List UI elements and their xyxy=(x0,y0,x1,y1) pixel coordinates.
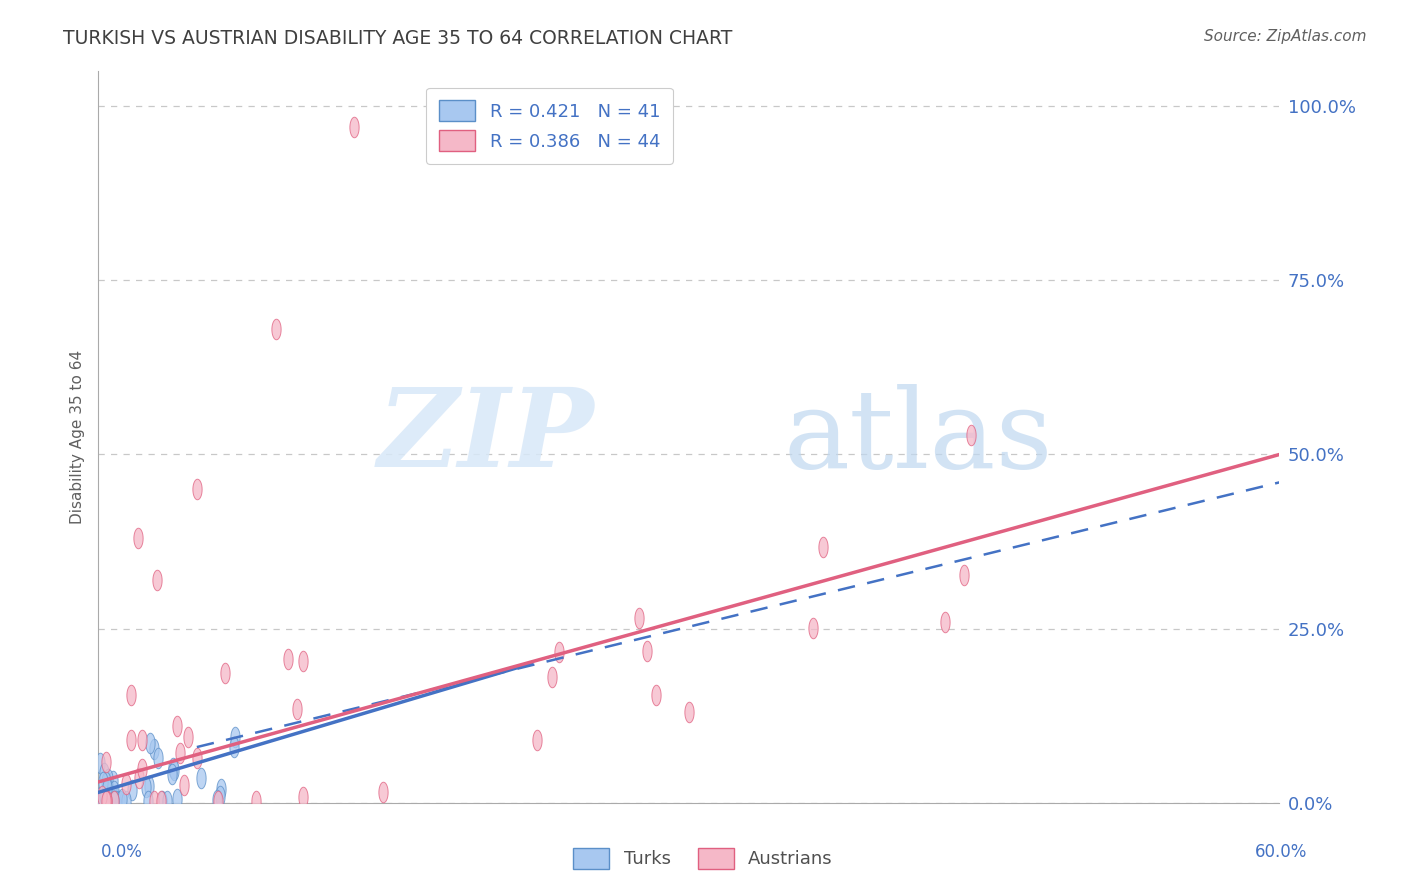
Point xyxy=(169,746,191,760)
Y-axis label: Disability Age 35 to 64: Disability Age 35 to 64 xyxy=(69,350,84,524)
Point xyxy=(115,794,138,808)
Point xyxy=(136,794,159,808)
Point xyxy=(146,751,169,765)
Point xyxy=(96,794,118,808)
Point xyxy=(264,322,287,336)
Text: ZIP: ZIP xyxy=(378,384,595,491)
Point xyxy=(291,654,314,668)
Point xyxy=(135,780,157,794)
Point xyxy=(541,670,564,684)
Point xyxy=(245,794,267,808)
Point xyxy=(94,794,117,808)
Point xyxy=(120,688,142,702)
Point xyxy=(139,736,162,750)
Point xyxy=(146,573,169,587)
Point xyxy=(173,778,195,792)
Point xyxy=(186,483,208,497)
Point xyxy=(96,782,118,797)
Point xyxy=(343,120,366,134)
Text: 60.0%: 60.0% xyxy=(1256,843,1308,861)
Point xyxy=(120,732,142,747)
Text: 0.0%: 0.0% xyxy=(101,843,143,861)
Point xyxy=(960,428,983,442)
Point xyxy=(190,771,212,785)
Point xyxy=(101,774,124,789)
Point xyxy=(209,789,232,803)
Point xyxy=(94,774,117,789)
Point xyxy=(156,794,179,808)
Point xyxy=(107,794,129,808)
Point xyxy=(93,766,115,780)
Point xyxy=(114,777,136,791)
Point xyxy=(166,719,188,733)
Point xyxy=(121,783,143,797)
Point xyxy=(548,644,571,658)
Point xyxy=(801,621,824,635)
Point xyxy=(127,531,149,545)
Point xyxy=(96,756,118,770)
Point xyxy=(131,762,153,776)
Text: TURKISH VS AUSTRIAN DISABILITY AGE 35 TO 64 CORRELATION CHART: TURKISH VS AUSTRIAN DISABILITY AGE 35 TO… xyxy=(63,29,733,48)
Point xyxy=(291,790,314,805)
Point xyxy=(636,643,658,657)
Point xyxy=(176,730,198,744)
Point xyxy=(131,733,153,747)
Point xyxy=(166,791,188,805)
Point xyxy=(152,794,174,808)
Point xyxy=(142,794,165,808)
Point xyxy=(214,666,236,681)
Point xyxy=(678,705,700,719)
Text: Source: ZipAtlas.com: Source: ZipAtlas.com xyxy=(1204,29,1367,45)
Legend: R = 0.421   N = 41, R = 0.386   N = 44: R = 0.421 N = 41, R = 0.386 N = 44 xyxy=(426,87,672,164)
Point xyxy=(103,794,125,808)
Point xyxy=(97,772,120,787)
Point xyxy=(105,794,128,808)
Point xyxy=(813,540,835,554)
Point xyxy=(285,701,308,715)
Point xyxy=(627,611,650,625)
Point xyxy=(96,780,118,795)
Point xyxy=(277,651,299,665)
Point xyxy=(103,784,125,798)
Point xyxy=(103,789,125,804)
Point xyxy=(90,789,112,803)
Legend: Turks, Austrians: Turks, Austrians xyxy=(568,842,838,874)
Point xyxy=(160,766,183,780)
Point xyxy=(101,793,124,807)
Point xyxy=(953,568,976,582)
Point xyxy=(96,794,118,808)
Point xyxy=(162,761,184,775)
Point xyxy=(93,788,115,802)
Point xyxy=(142,742,165,756)
Point xyxy=(138,779,160,793)
Point xyxy=(89,794,111,808)
Point xyxy=(91,774,114,789)
Point xyxy=(163,763,186,777)
Point xyxy=(89,789,111,804)
Text: atlas: atlas xyxy=(783,384,1053,491)
Point xyxy=(89,756,111,770)
Point xyxy=(108,794,131,808)
Point xyxy=(97,782,120,797)
Point xyxy=(207,794,229,808)
Point xyxy=(205,793,228,807)
Point xyxy=(644,688,666,702)
Point xyxy=(224,731,246,745)
Point xyxy=(111,792,134,806)
Point xyxy=(98,782,121,797)
Point xyxy=(934,615,956,629)
Point xyxy=(371,785,394,799)
Point xyxy=(186,751,208,765)
Point xyxy=(103,794,125,808)
Point xyxy=(209,781,232,796)
Point xyxy=(128,771,150,785)
Point xyxy=(526,733,548,747)
Point xyxy=(149,794,172,808)
Point xyxy=(222,740,245,755)
